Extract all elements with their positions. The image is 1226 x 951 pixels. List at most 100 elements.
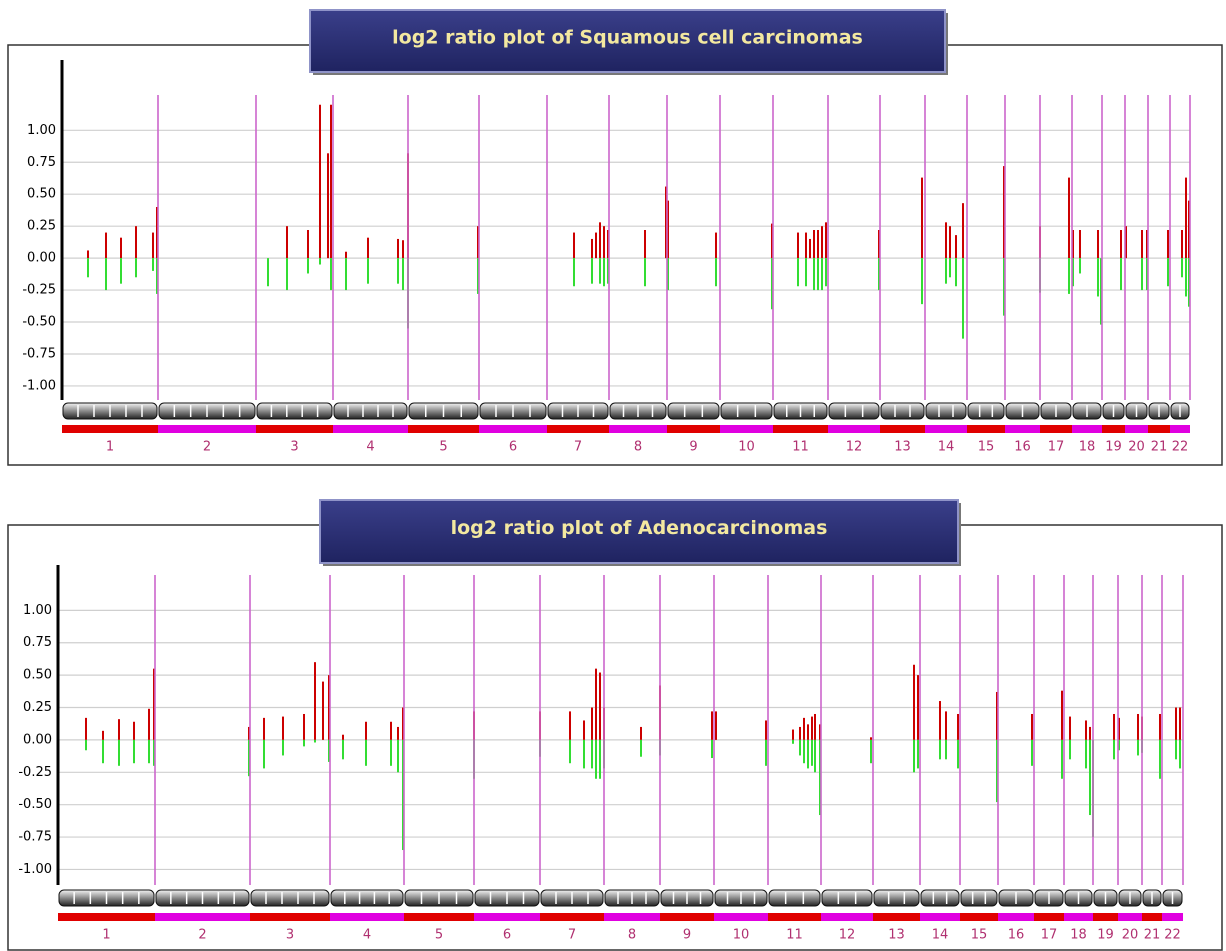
bar (715, 232, 717, 259)
bar (1185, 258, 1187, 297)
chromosome-label: 8 (628, 928, 636, 943)
y-tick-label: 0.50 (27, 187, 56, 202)
bar (939, 701, 941, 740)
bar (87, 250, 89, 259)
bar (1185, 177, 1187, 259)
bar (1159, 713, 1161, 740)
bar (811, 716, 813, 740)
chromosome-band (250, 913, 330, 921)
y-tick-label: 0.00 (27, 251, 56, 266)
chromosome-band (967, 425, 1005, 433)
bar (1072, 230, 1074, 259)
bar (1181, 230, 1183, 259)
chromosome-label: 14 (932, 928, 949, 943)
chromosome-label: 4 (366, 440, 374, 455)
chromosome-label: 20 (1122, 928, 1139, 943)
bar (153, 668, 155, 740)
chromosome-label: 14 (938, 440, 955, 455)
bar (1113, 739, 1115, 760)
chromosome-label: 20 (1128, 440, 1145, 455)
chromosome-label: 4 (363, 928, 371, 943)
bar (303, 713, 305, 740)
chromosome-band (256, 425, 333, 433)
bar (1159, 739, 1161, 779)
chromosome-band (404, 913, 474, 921)
bar (1141, 258, 1143, 291)
y-tick-label: 0.75 (23, 635, 52, 650)
y-tick-label: 0.25 (23, 700, 52, 715)
bar (607, 230, 609, 259)
chromosome-band (720, 425, 773, 433)
bar (152, 232, 154, 259)
bar (878, 258, 880, 291)
y-tick-label: -0.50 (22, 315, 56, 330)
bar (402, 739, 404, 851)
chromosome-band (714, 913, 768, 921)
y-tick-label: -1.00 (18, 862, 52, 877)
bar (1175, 739, 1177, 760)
bar (1031, 713, 1033, 740)
bar (1079, 230, 1081, 259)
bar (715, 711, 717, 740)
bar (248, 739, 250, 777)
bar (263, 717, 265, 740)
chromosome-ideogram (880, 402, 925, 420)
bar (102, 730, 104, 740)
bar (813, 258, 815, 291)
bar (807, 724, 809, 740)
chromosome-band (873, 913, 920, 921)
bar (303, 739, 305, 747)
chromosome-band (880, 425, 925, 433)
bar (817, 230, 819, 259)
bar (711, 739, 713, 759)
bar (591, 739, 593, 769)
bar (821, 226, 823, 259)
bar (792, 739, 794, 744)
chromosome-band (1162, 913, 1183, 921)
bar (711, 711, 713, 740)
chromosome-label: 1 (102, 928, 110, 943)
bar (603, 226, 605, 259)
bar (1167, 230, 1169, 259)
bar (957, 713, 959, 740)
bar (327, 153, 329, 259)
chromosome-band (768, 913, 821, 921)
bar (945, 258, 947, 284)
chromosome-ideogram (960, 889, 998, 907)
chromosome-label: 9 (683, 928, 691, 943)
chromosome-label: 15 (978, 440, 995, 455)
chromosome-label: 10 (733, 928, 750, 943)
bar (945, 222, 947, 259)
bar (599, 739, 601, 779)
bar (156, 206, 158, 259)
chromosome-band (998, 913, 1034, 921)
bar (1068, 258, 1070, 294)
chart-title: log2 ratio plot of Adenocarcinomas (451, 517, 828, 539)
bar (1100, 258, 1102, 325)
bar (817, 258, 819, 291)
bar (390, 721, 392, 740)
bar (644, 258, 646, 287)
bar (1120, 230, 1122, 259)
chromosome-label: 22 (1164, 928, 1181, 943)
panel: 1.00 0.75 0.50 0.25 0.00 -0.25 -0.50 -0.75 -1.00… (7, 9, 1223, 466)
bar (319, 104, 321, 259)
bar (1188, 200, 1190, 259)
chromosome-label: 18 (1079, 440, 1096, 455)
bar (962, 258, 964, 339)
bar (105, 258, 107, 291)
y-tick-label: 0.25 (27, 219, 56, 234)
chromosome-band (1142, 913, 1162, 921)
bar (825, 258, 827, 287)
bar (118, 719, 120, 740)
bar (797, 232, 799, 259)
bar (390, 739, 392, 766)
bar (120, 237, 122, 259)
chromosome-label: 17 (1041, 928, 1058, 943)
bar (286, 226, 288, 259)
bar (913, 739, 915, 773)
bar (945, 711, 947, 740)
bar (307, 230, 309, 259)
chromosome-ideogram (256, 402, 333, 420)
bar (921, 177, 923, 259)
